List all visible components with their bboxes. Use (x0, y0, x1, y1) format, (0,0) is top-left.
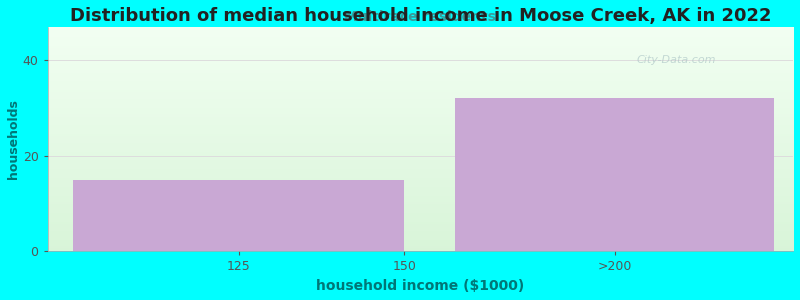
Bar (455, 98, 774, 251)
Bar (73, 180, 405, 251)
Text: Multirace residents: Multirace residents (345, 10, 496, 24)
X-axis label: household income ($1000): household income ($1000) (316, 279, 525, 293)
Y-axis label: households: households (7, 99, 20, 179)
Text: City-Data.com: City-Data.com (637, 55, 716, 65)
Title: Distribution of median household income in Moose Creek, AK in 2022: Distribution of median household income … (70, 7, 771, 25)
